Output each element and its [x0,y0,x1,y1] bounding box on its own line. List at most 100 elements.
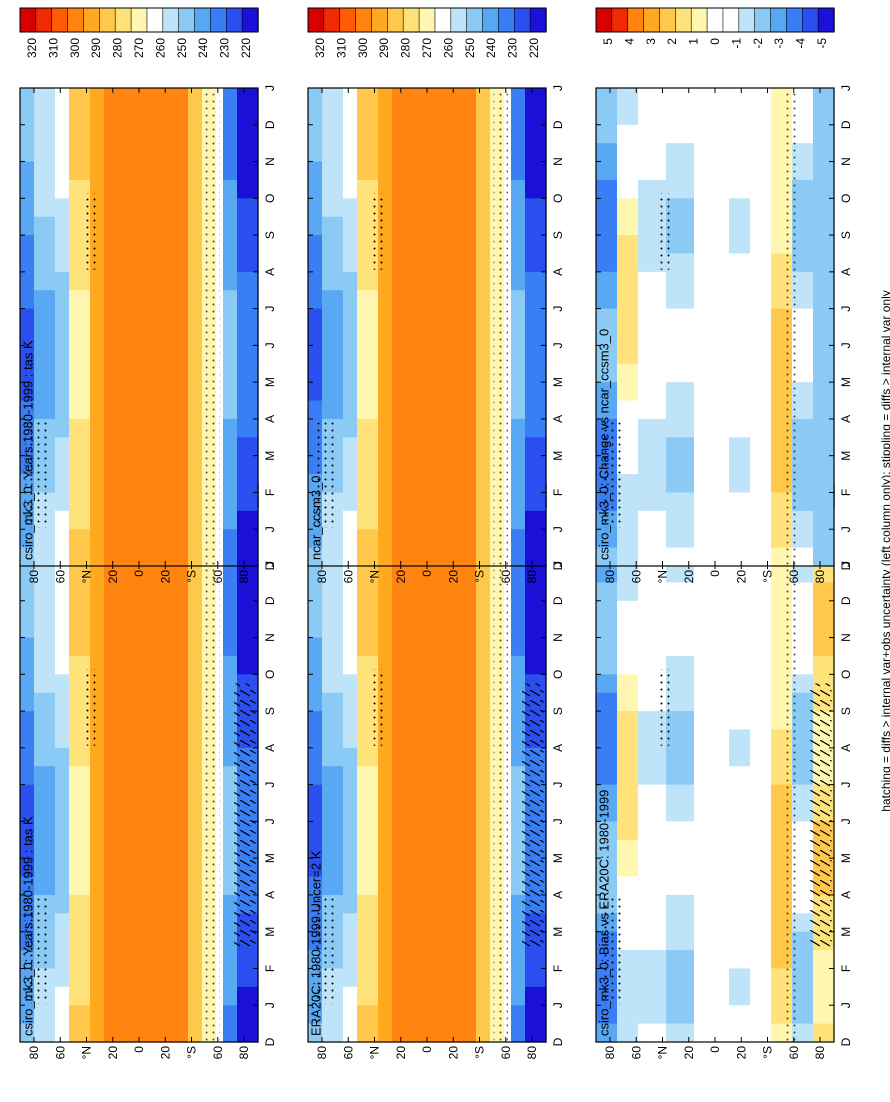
heat-cell [764,894,772,914]
heat-cell [441,619,449,639]
heat-cell [820,968,828,988]
colorbar-swatch [371,7,389,33]
heat-cell [610,766,618,786]
heat-cell [799,729,807,749]
heat-cell [539,143,547,163]
heat-cell [743,637,751,657]
heat-cell [125,198,133,218]
month-tick-label: F [839,965,853,972]
latitude-tick-label: 60 [211,1046,225,1060]
heat-cell [799,968,807,988]
heat-cell [48,382,56,402]
heat-cell [525,143,533,163]
heat-cell [308,600,316,620]
heat-cell [617,747,625,767]
heat-cell [343,747,351,767]
heat-cell [83,803,91,822]
heat-cell [441,858,449,878]
heat-cell [399,674,407,694]
heat-cell [645,766,653,786]
heat-cell [357,729,365,749]
heat-cell [153,547,161,567]
heat-cell [476,894,484,914]
heat-cell [469,400,477,420]
heat-cell [406,766,414,786]
heat-cell [237,124,245,144]
heat-cell [160,766,168,786]
heat-cell [638,747,646,767]
heat-cell [399,308,407,328]
heat-cell [97,290,105,310]
heat-cell [420,492,428,512]
heat-cell [139,655,147,675]
heat-cell [251,106,259,126]
heat-cell [188,345,196,365]
heat-cell [525,619,533,639]
heat-cell [715,913,723,933]
heat-cell [76,529,84,549]
heat-cell [329,784,337,804]
heat-cell [48,766,56,786]
heat-cell [371,582,379,602]
heat-cell [799,619,807,639]
heat-cell [62,290,70,310]
heat-cell [125,529,133,549]
heat-cell [308,345,316,365]
heat-cell [736,784,744,804]
heat-cell [525,492,533,512]
heat-cell [532,382,540,402]
heat-cell [483,858,491,878]
heat-cell [631,290,639,310]
heat-cell [350,913,358,933]
heat-cell [455,198,463,218]
heat-cell [631,345,639,365]
month-tick-label: M [551,451,565,461]
heat-cell [385,400,393,420]
heat-cell [244,968,252,988]
heat-cell [350,290,358,310]
heat-cell [41,729,49,749]
heat-cell [111,747,119,767]
heat-cell [469,529,477,549]
heat-cell [104,529,112,549]
heat-cell [188,455,196,475]
heat-cell [315,179,323,199]
heat-cell [125,711,133,731]
heat-cell [462,437,470,457]
heat-cell [385,88,393,107]
heat-cell [708,986,716,1006]
stippling-region [493,564,508,1042]
heat-cell [617,839,625,859]
heat-cell [413,143,421,163]
heat-cell [34,655,42,675]
heat-cell [645,600,653,620]
heat-cell [596,894,604,914]
heat-cell [413,913,421,933]
heat-cell [476,986,484,1006]
heat-cell [188,894,196,914]
heat-cell [603,400,611,420]
heat-cell [378,400,386,420]
heat-cell [195,437,203,457]
heat-cell [308,1023,316,1043]
heat-cell [160,161,168,181]
heat-cell [55,894,63,914]
heat-cell [146,529,154,549]
heat-cell [237,1023,245,1043]
heat-cell [694,729,702,749]
heat-cell [771,1023,779,1043]
heat-cell [518,455,526,475]
heat-cell [55,106,63,126]
heat-cell [55,986,63,1006]
heat-cell [139,529,147,549]
heat-cell [420,1023,428,1043]
heat-cell [125,382,133,402]
heat-cell [343,290,351,310]
heat-cell [357,894,365,914]
heat-cell [55,1005,63,1025]
heat-cell [596,547,604,567]
heat-cell [111,711,119,731]
heat-cell [357,345,365,365]
heat-cell [518,492,526,512]
heat-cell [336,1023,344,1043]
